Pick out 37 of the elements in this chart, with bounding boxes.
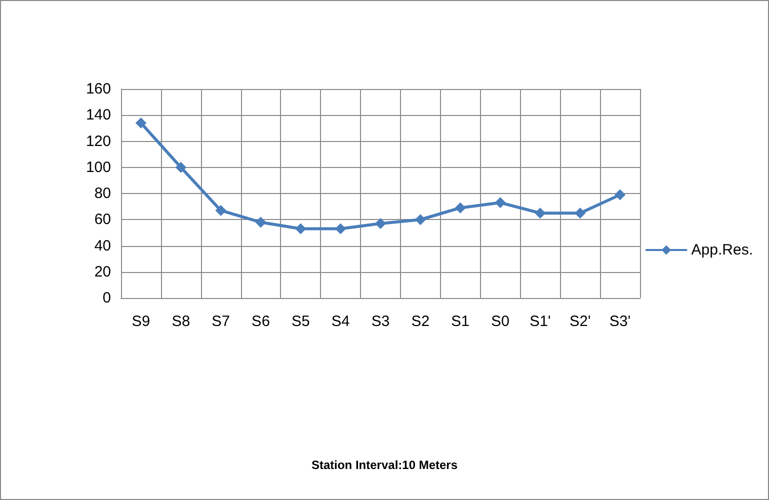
x-tick-label: S0 bbox=[491, 313, 510, 330]
point bbox=[255, 216, 266, 228]
y-tick-label: 140 bbox=[86, 106, 111, 124]
point bbox=[375, 218, 386, 230]
point bbox=[534, 208, 546, 219]
point bbox=[215, 204, 226, 216]
x-tick-label: S2 bbox=[411, 313, 430, 330]
legend-label: App.Res. bbox=[691, 242, 754, 258]
point bbox=[494, 197, 506, 208]
text: Station Interval:10 Meters bbox=[311, 458, 458, 472]
y-tick-label: 160 bbox=[86, 80, 111, 98]
x-tick-label: S3' bbox=[609, 313, 631, 330]
point bbox=[295, 223, 306, 234]
x-tick-label: S3 bbox=[371, 313, 390, 330]
point bbox=[414, 214, 426, 226]
point bbox=[135, 117, 146, 128]
point bbox=[614, 189, 626, 200]
x-tick-label: S8 bbox=[172, 313, 190, 330]
x-tick-label: S9 bbox=[132, 313, 150, 330]
x-tick-label: S1 bbox=[451, 313, 470, 330]
y-tick-label: 100 bbox=[86, 158, 111, 176]
point bbox=[335, 223, 346, 234]
y-tick-label: 20 bbox=[94, 263, 111, 280]
x-tick-label: S5 bbox=[291, 313, 310, 330]
y-tick-label: 60 bbox=[94, 211, 111, 228]
y-tick-label: 0 bbox=[102, 290, 111, 306]
y-tick-label: 40 bbox=[94, 237, 111, 254]
x-tick-label: S1' bbox=[530, 313, 551, 330]
x-tick-label: S7 bbox=[212, 313, 230, 330]
point bbox=[175, 162, 186, 173]
x-tick-label: S6 bbox=[252, 313, 270, 330]
y-tick-label: 120 bbox=[86, 132, 111, 150]
x-tick-label: S4 bbox=[331, 313, 350, 330]
point bbox=[454, 202, 466, 214]
y-tick-label: 80 bbox=[94, 185, 111, 202]
point bbox=[574, 208, 586, 219]
x-tick-label: S2' bbox=[570, 313, 591, 330]
